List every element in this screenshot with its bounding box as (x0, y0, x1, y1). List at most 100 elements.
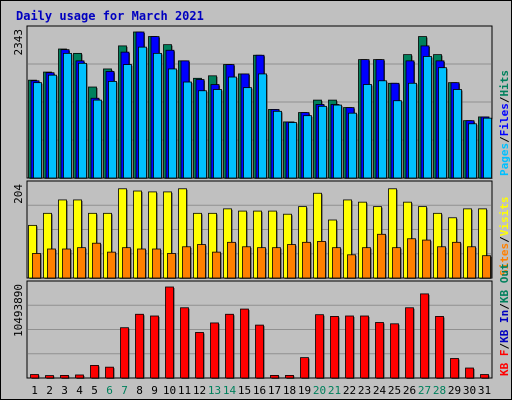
bar-sites-day-8 (137, 248, 146, 279)
bar-sites-day-5 (92, 242, 101, 279)
bar-pages-day-17 (273, 110, 282, 179)
bar-kb-f-day-5 (90, 365, 99, 379)
bar-sites-day-7 (122, 247, 131, 279)
bar-pages-day-6 (108, 81, 117, 179)
bar-sites-day-3 (62, 248, 71, 279)
legend-item-1-4: / (498, 96, 511, 103)
bar-kb-f-day-16 (255, 324, 264, 379)
chart-title: Daily usage for March 2021 (16, 9, 204, 23)
bar-pages-day-11 (183, 81, 192, 179)
bar-sites-day-28 (437, 246, 446, 279)
x-tick-label: 25 (388, 384, 401, 397)
bar-sites-day-31 (482, 255, 491, 279)
x-tick-label: 21 (328, 384, 341, 397)
bar-pages-day-30 (468, 123, 477, 179)
bar-sites-day-25 (392, 247, 401, 279)
bar-kb-f-day-17 (270, 374, 279, 379)
bar-sites-day-14 (227, 241, 236, 279)
max-label-panel-2: 204 (12, 184, 25, 204)
max-label-panel-3: 10493890 (12, 284, 25, 337)
bar-pages-day-25 (393, 100, 402, 179)
bar-kb-f-day-13 (210, 322, 219, 379)
bar-kb-f-day-29 (450, 358, 459, 379)
x-tick-label: 3 (61, 384, 68, 397)
bar-kb-f-day-11 (180, 307, 189, 379)
bar-pages-day-13 (213, 89, 222, 179)
x-tick-label: 11 (178, 384, 191, 397)
bar-kb-f-day-9 (150, 315, 159, 379)
bar-kb-f-day-23 (360, 315, 369, 379)
bar-sites-day-19 (302, 241, 311, 279)
bar-pages-day-27 (423, 56, 432, 179)
bar-kb-f-day-4 (75, 374, 84, 379)
bar-kb-f-day-22 (345, 315, 354, 379)
bar-sites-day-15 (242, 246, 251, 279)
bar-sites-day-17 (272, 247, 281, 279)
bar-sites-day-9 (152, 248, 161, 279)
bar-sites-day-20 (317, 241, 326, 279)
bar-kb-f-day-1 (30, 374, 39, 379)
bar-pages-day-23 (363, 84, 372, 179)
bar-sites-day-29 (452, 241, 461, 279)
bar-pages-day-12 (198, 90, 207, 179)
bar-sites-day-22 (347, 254, 356, 279)
x-tick-label: 27 (418, 384, 431, 397)
bar-pages-day-8 (138, 46, 147, 179)
x-tick-label: 16 (253, 384, 266, 397)
bar-pages-day-21 (333, 104, 342, 179)
x-tick-label: 20 (313, 384, 326, 397)
bar-pages-day-19 (303, 115, 312, 179)
x-tick-label: 7 (121, 384, 128, 397)
bar-kb-f-day-18 (285, 374, 294, 379)
bar-pages-day-2 (48, 74, 57, 179)
x-tick-label: 15 (238, 384, 251, 397)
bar-pages-day-3 (63, 52, 72, 179)
x-tick-label: 5 (91, 384, 98, 397)
bar-kb-f-day-19 (300, 357, 309, 379)
bar-pages-day-10 (168, 68, 177, 179)
legend-item-3-2: / (498, 343, 511, 350)
bar-sites-day-26 (407, 238, 416, 279)
bar-sites-day-23 (362, 247, 371, 279)
bar-kb-f-day-6 (105, 366, 114, 379)
bar-sites-day-6 (107, 251, 116, 279)
x-tick-label: 12 (193, 384, 206, 397)
bar-pages-day-4 (78, 62, 87, 179)
legend-item-1-2: / (498, 136, 511, 143)
bar-kb-f-day-7 (120, 327, 129, 379)
bar-kb-f-day-27 (420, 293, 429, 379)
bar-sites-day-21 (332, 247, 341, 279)
bar-pages-day-26 (408, 82, 417, 179)
bar-pages-day-1 (33, 82, 42, 179)
x-tick-label: 31 (478, 384, 491, 397)
x-tick-label: 13 (208, 384, 221, 397)
legend-item-1-5: Hits (498, 70, 511, 97)
legend-panel-2: Sites/Visits (498, 197, 511, 277)
bar-pages-day-20 (318, 105, 327, 179)
bar-sites-day-2 (47, 248, 56, 279)
x-tick-label: 22 (343, 384, 356, 397)
bar-pages-day-5 (93, 99, 102, 179)
bar-sites-day-13 (212, 251, 221, 279)
bar-sites-day-4 (77, 247, 86, 279)
x-tick-label: 2 (46, 384, 53, 397)
legend-item-2-1: Sites (498, 243, 511, 276)
bar-pages-day-16 (258, 73, 267, 179)
bar-kb-f-day-30 (465, 367, 474, 379)
max-label-panel-1: 2343 (12, 29, 25, 56)
x-tick-label: 14 (223, 384, 237, 397)
bar-kb-f-day-10 (165, 286, 174, 379)
legend-item-2-3: Visits (498, 197, 511, 237)
bar-kb-f-day-3 (60, 374, 69, 379)
bar-sites-day-27 (422, 239, 431, 279)
legend-panel-1: Pages/Files/Hits (498, 70, 511, 176)
x-tick-label: 30 (463, 384, 476, 397)
x-tick-label: 23 (358, 384, 371, 397)
x-tick-label: 28 (433, 384, 446, 397)
bar-sites-day-10 (167, 253, 176, 279)
bar-pages-day-14 (228, 76, 237, 179)
x-tick-label: 10 (163, 384, 176, 397)
bar-kb-f-day-28 (435, 316, 444, 379)
